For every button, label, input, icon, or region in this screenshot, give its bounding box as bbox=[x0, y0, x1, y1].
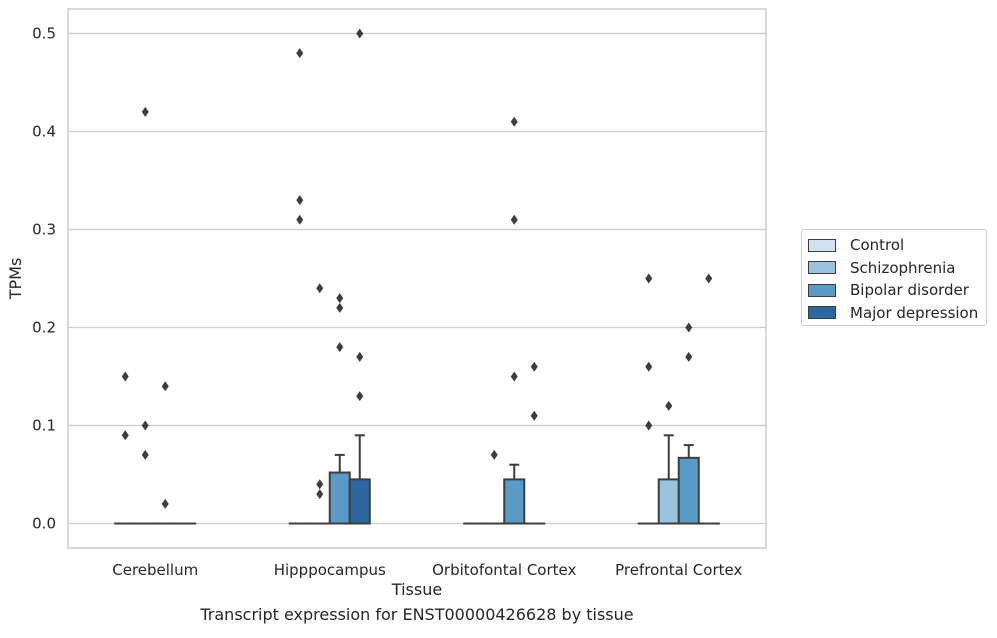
x-tick-label: Orbitofontal Cortex bbox=[432, 561, 576, 579]
x-axis-label: Tissue bbox=[391, 580, 442, 599]
legend-label: Bipolar disorder bbox=[850, 281, 969, 299]
box bbox=[504, 479, 524, 523]
y-tick-label: 0.1 bbox=[32, 417, 56, 435]
legend-label: Major depression bbox=[850, 304, 978, 322]
legend: Control Schizophrenia Bipolar disorder M… bbox=[801, 229, 987, 326]
x-tick-label: Hipppocampus bbox=[274, 561, 386, 579]
legend-item-schizophrenia: Schizophrenia bbox=[808, 257, 986, 280]
x-tick-label: Prefrontal Cortex bbox=[615, 561, 742, 579]
legend-item-control: Control bbox=[808, 234, 986, 257]
box bbox=[659, 479, 679, 523]
y-tick-label: 0.3 bbox=[32, 221, 56, 239]
legend-swatch-schizophrenia bbox=[808, 261, 836, 274]
box bbox=[350, 479, 370, 523]
legend-item-depression: Major depression bbox=[808, 302, 986, 325]
legend-item-bipolar: Bipolar disorder bbox=[808, 279, 986, 302]
plot-frame bbox=[68, 9, 766, 548]
y-tick-label: 0.5 bbox=[32, 25, 56, 43]
chart-title: Transcript expression for ENST0000042662… bbox=[0, 605, 834, 624]
box bbox=[330, 473, 350, 524]
legend-swatch-bipolar bbox=[808, 284, 836, 297]
legend-swatch-control bbox=[808, 239, 836, 252]
y-tick-label: 0.2 bbox=[32, 319, 56, 337]
box bbox=[679, 458, 699, 524]
y-axis-label: TPMs bbox=[6, 258, 25, 301]
y-tick-label: 0.0 bbox=[32, 515, 56, 533]
legend-label: Control bbox=[850, 236, 904, 254]
legend-swatch-depression bbox=[808, 306, 836, 319]
y-tick-label: 0.4 bbox=[32, 123, 56, 141]
x-tick-label: Cerebellum bbox=[112, 561, 198, 579]
legend-label: Schizophrenia bbox=[850, 259, 955, 277]
